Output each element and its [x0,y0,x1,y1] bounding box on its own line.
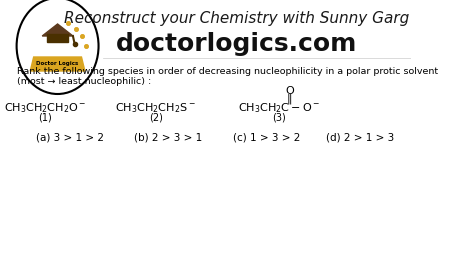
Text: $\mathregular{CH_3CH_2CH_2O^-}$: $\mathregular{CH_3CH_2CH_2O^-}$ [3,101,86,115]
Circle shape [17,0,99,94]
Text: (b) 2 > 3 > 1: (b) 2 > 3 > 1 [135,133,203,143]
Text: (3): (3) [273,113,286,123]
Text: Rank the following species in order of decreasing nucleophilicity in a polar pro: Rank the following species in order of d… [17,66,438,76]
Text: (d) 2 > 1 > 3: (d) 2 > 1 > 3 [327,133,395,143]
Text: (c) 1 > 3 > 2: (c) 1 > 3 > 2 [233,133,300,143]
Polygon shape [42,24,73,36]
Text: O: O [285,86,294,96]
Text: ‖: ‖ [287,94,292,104]
Text: $\mathregular{CH_3CH_2C-O^-}$: $\mathregular{CH_3CH_2C-O^-}$ [238,101,321,115]
Polygon shape [30,57,85,71]
Text: (most → least nucleophilic) :: (most → least nucleophilic) : [17,77,151,85]
Text: $\mathregular{CH_3CH_2CH_2S^-}$: $\mathregular{CH_3CH_2CH_2S^-}$ [115,101,196,115]
Text: Doctor Logics: Doctor Logics [36,61,79,66]
Polygon shape [47,34,68,42]
Text: (1): (1) [38,113,52,123]
Text: Reconstruct your Chemistry with Sunny Garg: Reconstruct your Chemistry with Sunny Ga… [64,10,410,26]
Text: (a) 3 > 1 > 2: (a) 3 > 1 > 2 [36,133,104,143]
Text: (2): (2) [149,113,163,123]
Text: doctorlogics.com: doctorlogics.com [116,32,357,56]
